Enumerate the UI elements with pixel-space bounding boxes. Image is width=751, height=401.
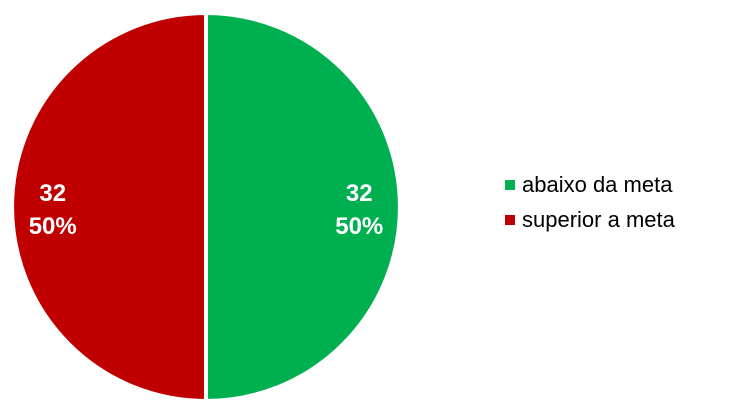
pie-slice-abaixo-da-meta: [204, 11, 402, 401]
slice-percent-label: 50%: [335, 213, 383, 240]
slice-value-label: 32: [39, 180, 66, 207]
legend-swatch: [505, 179, 515, 190]
slice-value-label: 32: [346, 180, 373, 207]
slice-percent-label: 50%: [29, 213, 77, 240]
legend-item: abaixo da meta: [505, 167, 675, 202]
legend-label: superior a meta: [522, 206, 675, 232]
legend-label: abaixo da meta: [522, 171, 673, 197]
pie-data-labels: 32 50% 32 50%: [29, 180, 384, 240]
legend-item: superior a meta: [505, 202, 675, 237]
legend: abaixo da meta superior a meta: [505, 167, 675, 237]
legend-swatch: [505, 214, 515, 225]
pie-slices: [10, 11, 402, 401]
pie-slice-superior-a-meta: [10, 11, 208, 401]
